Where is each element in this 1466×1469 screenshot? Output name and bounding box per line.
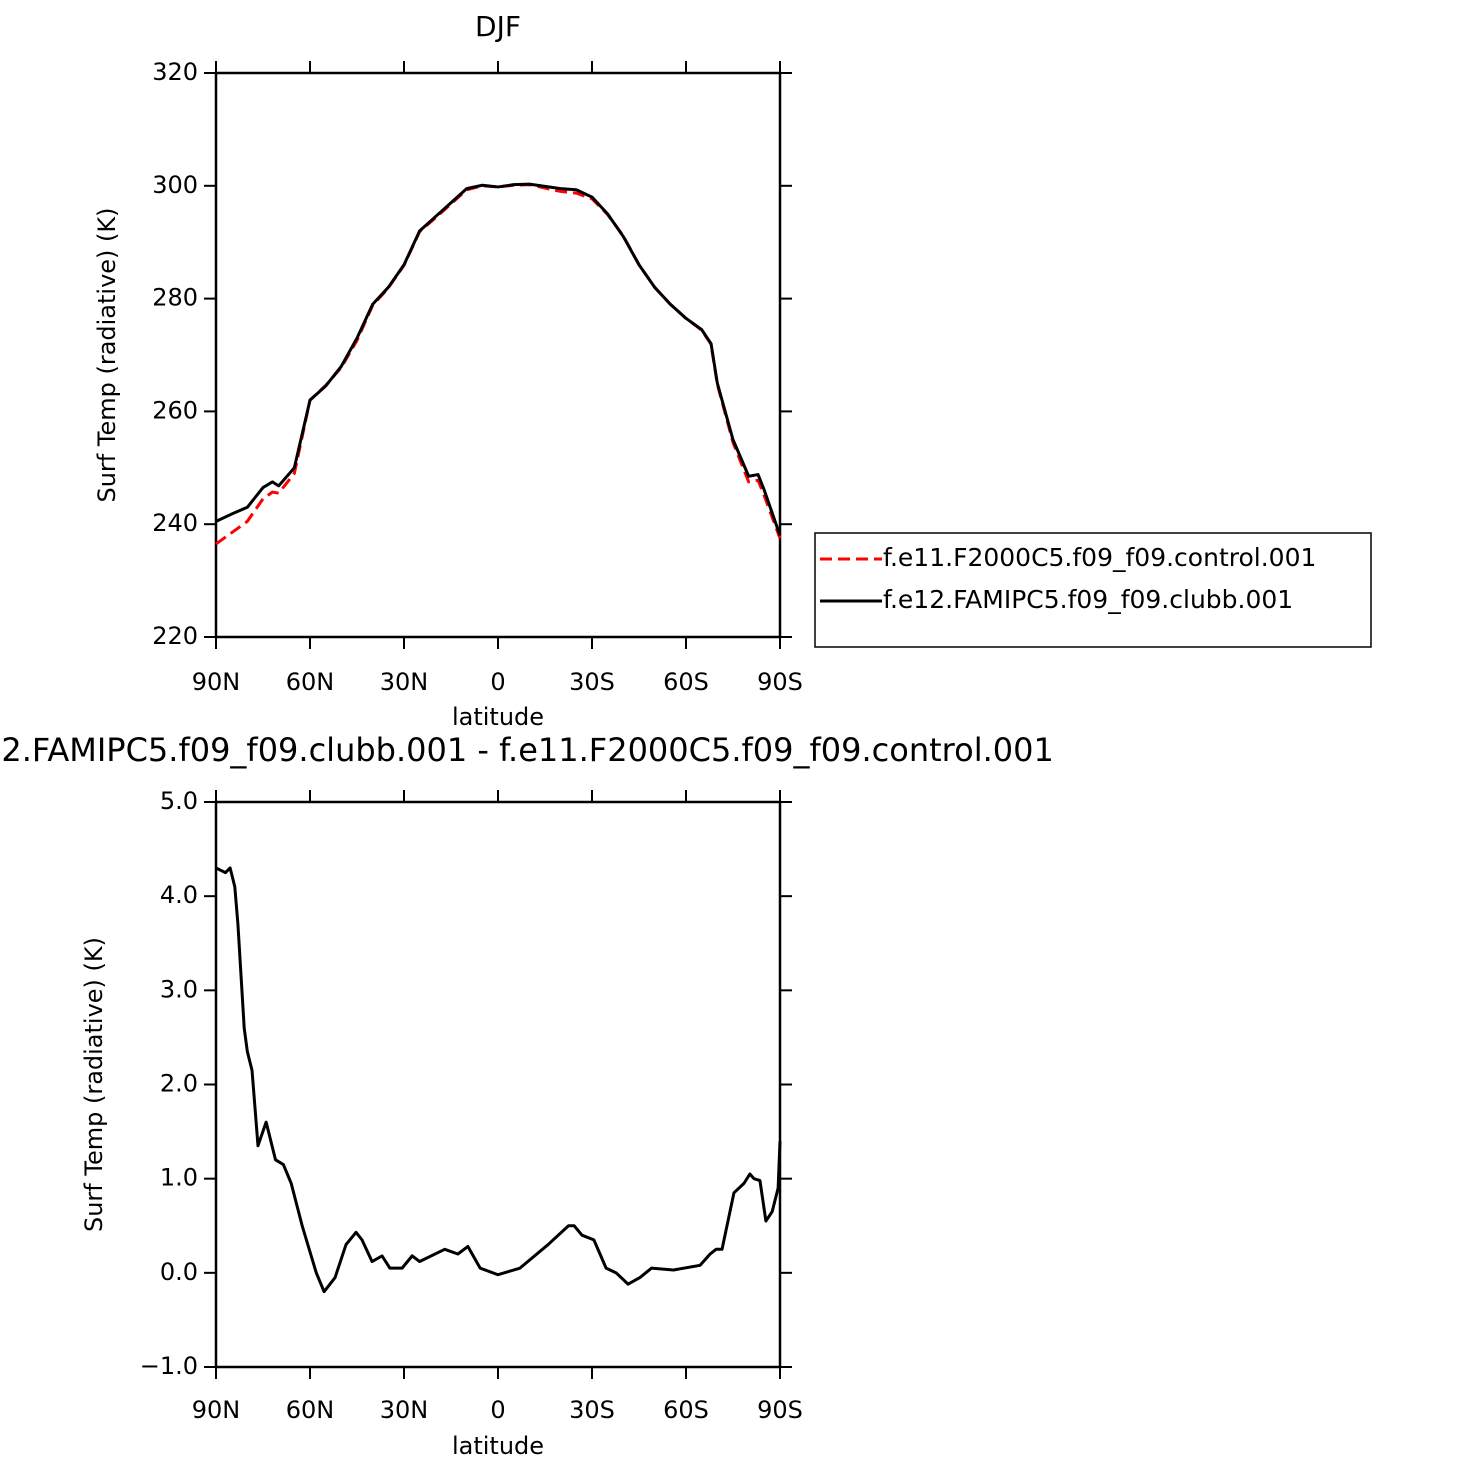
y-tick-label: 240 — [152, 509, 198, 537]
x-tick-label: 90N — [192, 1396, 241, 1424]
y-tick-label: 2.0 — [160, 1070, 198, 1098]
y-tick-label: 4.0 — [160, 881, 198, 909]
y-axis-label: Surf Temp (radiative) (K) — [93, 207, 121, 502]
data-line — [215, 866, 782, 1294]
y-tick-label: −1.0 — [140, 1352, 198, 1380]
plot-frame — [214, 800, 782, 1369]
x-axis-label: latitude — [452, 1432, 544, 1460]
y-tick-label: 320 — [152, 58, 198, 86]
x-tick-label: 30S — [569, 1396, 615, 1424]
y-tick-label: 280 — [152, 284, 198, 312]
y-axis-label: Surf Temp (radiative) (K) — [80, 937, 108, 1232]
y-tick-label: 300 — [152, 171, 198, 199]
y-tick-label: 0.0 — [160, 1258, 198, 1286]
x-tick-label: 60S — [663, 1396, 709, 1424]
x-tick-label: 60N — [286, 1396, 335, 1424]
y-tick-label: 3.0 — [160, 975, 198, 1003]
x-tick-label: 90S — [757, 1396, 803, 1424]
y-tick-label: 220 — [152, 622, 198, 650]
legend-label: f.e12.FAMIPC5.f09_f09.clubb.001 — [883, 585, 1293, 614]
x-tick-label: 60S — [663, 668, 709, 696]
x-tick-label: 30N — [380, 668, 429, 696]
y-tick-label: 260 — [152, 396, 198, 424]
x-tick-label: 30N — [380, 1396, 429, 1424]
chart-title: f.e12.FAMIPC5.f09_f09.clubb.001 - f.e11.… — [0, 731, 1054, 769]
y-tick-label: 5.0 — [160, 787, 198, 815]
chart-title: DJF — [475, 10, 521, 43]
data-line — [215, 182, 782, 536]
legend-box — [814, 532, 1372, 648]
x-tick-label: 90N — [192, 668, 241, 696]
x-tick-label: 0 — [490, 1396, 505, 1424]
data-line — [215, 183, 782, 546]
x-tick-label: 60N — [286, 668, 335, 696]
x-tick-label: 90S — [757, 668, 803, 696]
x-tick-label: 0 — [490, 668, 505, 696]
x-tick-label: 30S — [569, 668, 615, 696]
legend-label: f.e11.F2000C5.f09_f09.control.001 — [883, 543, 1316, 572]
y-tick-label: 1.0 — [160, 1164, 198, 1192]
x-axis-label: latitude — [452, 703, 544, 731]
plot-frame — [214, 71, 782, 639]
